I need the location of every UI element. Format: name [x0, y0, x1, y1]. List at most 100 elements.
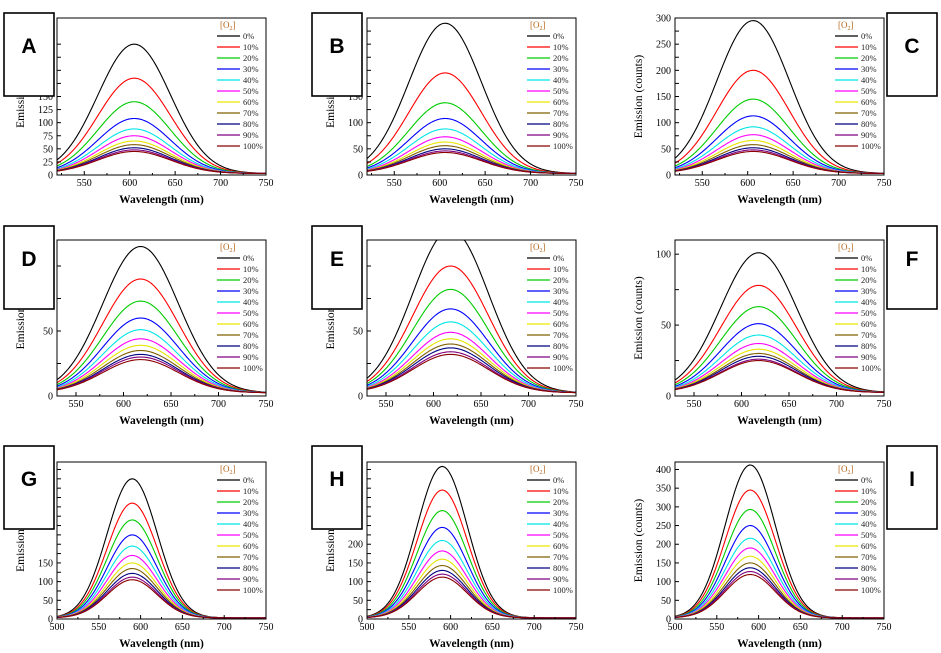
legend-label: 10%	[243, 264, 259, 274]
panel-label: D	[21, 248, 36, 271]
y-tick-label: 50	[661, 144, 671, 155]
legend-label: 50%	[553, 86, 569, 96]
panel-label-box	[3, 445, 55, 530]
panel-a: 5506006507007500255075100125150175200Wav…	[3, 12, 274, 206]
y-axis-title: Emission	[15, 529, 27, 572]
panel-label: E	[330, 248, 344, 271]
y-tick-label: 200	[656, 66, 671, 77]
legend-label: 60%	[553, 319, 569, 329]
y-axis-title: Emission (counts)	[633, 276, 645, 360]
y-axis-title: Emission	[325, 306, 337, 349]
x-tick-label: 750	[877, 178, 892, 189]
series-line-40pct	[366, 321, 577, 393]
series-line-100pct	[56, 150, 266, 174]
legend-label: 80%	[861, 341, 877, 351]
legend-title: [O2]	[220, 464, 236, 476]
legend-label: 40%	[243, 519, 259, 529]
y-tick-label: 75	[43, 131, 53, 142]
x-tick-label: 700	[211, 399, 226, 410]
x-tick-label: 550	[401, 622, 416, 633]
x-tick-label: 600	[740, 178, 755, 189]
panel-label-box	[886, 12, 938, 97]
y-tick-label: 0	[666, 615, 671, 626]
y-tick-label: 100	[38, 118, 53, 129]
legend-label: 40%	[243, 75, 259, 85]
x-tick-label: 750	[877, 399, 892, 410]
legend-label: 20%	[861, 497, 877, 507]
y-tick-label: 50	[661, 596, 671, 607]
legend-label: 70%	[861, 330, 877, 340]
legend-label: 30%	[861, 508, 877, 518]
series-line-100pct	[674, 573, 884, 619]
legend-label: 0%	[243, 31, 254, 41]
series-line-40pct	[366, 128, 577, 174]
legend-label: 50%	[861, 530, 877, 540]
panel-label-box	[311, 225, 363, 310]
series-line-30pct	[674, 323, 885, 393]
legend-label: 70%	[553, 330, 569, 340]
x-tick-label: 600	[734, 399, 749, 410]
series-line-90pct	[366, 573, 576, 619]
x-axis-title: Wavelength (nm)	[737, 415, 822, 427]
series-line-20pct	[674, 306, 885, 393]
panel-label-box	[886, 225, 938, 310]
x-tick-label: 650	[474, 399, 489, 410]
panel-label-box	[3, 12, 55, 97]
y-tick-label: 100	[348, 577, 363, 588]
y-tick-label: 125	[38, 105, 53, 116]
legend-label: 10%	[861, 486, 877, 496]
panel-label-box	[3, 225, 55, 310]
legend-label: 10%	[243, 486, 259, 496]
y-tick-label: 0	[666, 171, 671, 182]
legend-label: 100%	[861, 141, 881, 151]
legend-label: 60%	[861, 97, 877, 107]
legend-label: 20%	[243, 53, 259, 63]
legend-label: 50%	[553, 530, 569, 540]
x-tick-label: 600	[426, 399, 441, 410]
y-tick-label: 150	[348, 558, 363, 569]
x-tick-label: 500	[50, 622, 65, 633]
x-tick-label: 650	[793, 622, 808, 633]
y-axis-title: Emission	[325, 529, 337, 572]
y-tick-label: 250	[656, 521, 671, 532]
legend-label: 70%	[861, 108, 877, 118]
legend-label: 10%	[243, 42, 259, 52]
x-tick-label: 750	[569, 622, 584, 633]
legend-label: 50%	[861, 86, 877, 96]
y-tick-label: 0	[358, 171, 363, 182]
legend-label: 20%	[553, 497, 569, 507]
series-line-100pct	[674, 150, 885, 174]
y-axis-title: Emission (counts)	[633, 499, 645, 583]
legend-label: 30%	[243, 508, 259, 518]
legend-label: 70%	[553, 552, 569, 562]
legend-label: 60%	[861, 319, 877, 329]
y-tick-label: 150	[348, 92, 363, 103]
y-tick-label: 150	[38, 558, 53, 569]
legend-label: 30%	[861, 64, 877, 74]
series-line-10pct	[674, 69, 885, 174]
series-line-0pct	[366, 22, 577, 174]
legend-label: 0%	[861, 475, 872, 485]
x-axis-title: Wavelength (nm)	[737, 638, 822, 650]
y-tick-label: 50	[43, 596, 53, 607]
x-tick-label: 750	[259, 622, 274, 633]
series-line-100pct	[56, 359, 267, 394]
x-tick-label: 650	[786, 178, 801, 189]
legend-label: 40%	[553, 75, 569, 85]
panel-label: A	[21, 35, 36, 58]
legend-label: 80%	[553, 563, 569, 573]
y-tick-label: 150	[38, 92, 53, 103]
y-tick-label: 0	[48, 171, 53, 182]
x-axis-title: Wavelength (nm)	[429, 638, 514, 650]
legend-label: 0%	[553, 31, 564, 41]
series-line-40pct	[56, 329, 267, 394]
legend-label: 100%	[553, 141, 573, 151]
x-tick-label: 650	[485, 622, 500, 633]
series-line-10pct	[366, 265, 577, 393]
panel-h: 500 550 600 650 700 750 0 50 100 150 200 Wavelength…	[311, 445, 584, 650]
y-tick-label: 25	[43, 157, 53, 168]
legend-label: 20%	[553, 53, 569, 63]
legend-title: [O2]	[530, 20, 546, 32]
legend-title: [O2]	[220, 242, 236, 254]
legend-label: 90%	[553, 574, 569, 584]
